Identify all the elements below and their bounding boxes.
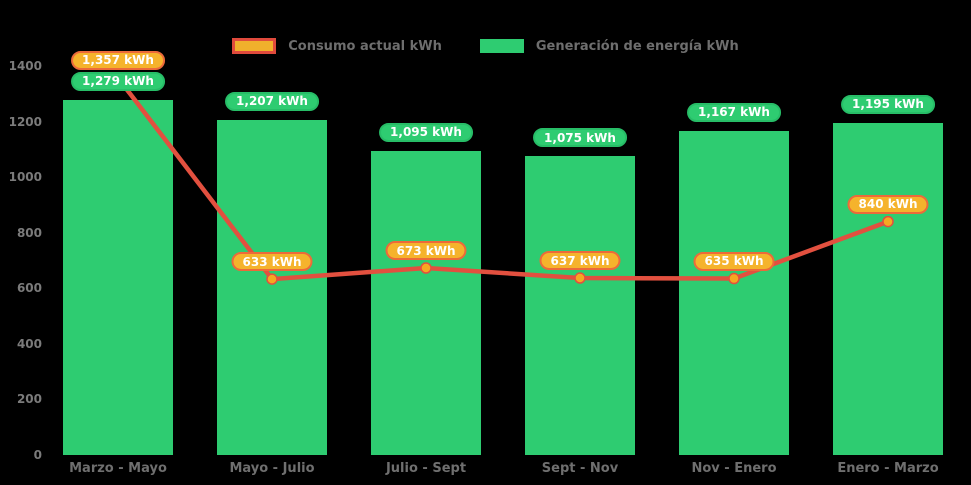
bar-value-badge: 1,075 kWh (533, 128, 627, 148)
generacion-swatch-icon (479, 39, 524, 53)
x-axis-label: Enero - Marzo (837, 461, 939, 476)
line-point-marker[interactable] (882, 215, 894, 228)
line-value-badge: 635 kWh (693, 251, 775, 271)
legend-label-consumo: Consumo actual kWh (288, 38, 442, 54)
line-value-badge: 840 kWh (847, 194, 929, 214)
bar-generacion[interactable] (63, 99, 173, 455)
x-axis-label: Marzo - Mayo (69, 461, 167, 476)
bar-generacion[interactable] (525, 156, 635, 455)
y-axis-tick-label: 400 (16, 336, 42, 351)
x-axis-label: Mayo - Julio (229, 461, 315, 476)
y-axis-tick-label: 600 (16, 281, 42, 296)
legend-item-generacion[interactable]: Generación de energía kWh (479, 38, 739, 54)
bar-generacion[interactable] (679, 130, 789, 455)
x-axis-label: Sept - Nov (541, 461, 619, 476)
y-axis-tick-label: 0 (33, 448, 42, 462)
line-value-badge: 1,357 kWh (71, 50, 165, 70)
chart-legend: Consumo actual kWh Generación de energía… (0, 38, 971, 54)
y-axis-tick-label: 1000 (8, 170, 42, 185)
y-axis-tick-label: 800 (16, 225, 42, 240)
legend-label-generacion: Generación de energía kWh (535, 38, 739, 54)
line-value-badge: 637 kWh (539, 251, 621, 270)
bar-value-badge: 1,195 kWh (841, 94, 935, 114)
consumo-swatch-icon (232, 38, 277, 54)
bar-value-badge: 1,167 kWh (687, 102, 781, 122)
line-point-marker[interactable] (266, 273, 278, 285)
line-point-marker[interactable] (728, 272, 740, 285)
y-axis-tick-label: 1400 (8, 59, 42, 73)
x-axis-label: Julio - Sept (385, 461, 467, 476)
bar-generacion[interactable] (371, 150, 481, 455)
y-axis-tick-label: 200 (16, 392, 42, 407)
line-point-marker[interactable] (420, 262, 432, 274)
x-axis-label: Nov - Enero (691, 461, 777, 476)
bar-generacion[interactable] (833, 122, 943, 455)
y-axis-tick-label: 1200 (8, 114, 42, 129)
bar-value-badge: 1,207 kWh (225, 91, 319, 111)
bar-generacion[interactable] (217, 119, 327, 455)
line-value-badge: 673 kWh (385, 241, 467, 260)
legend-item-consumo[interactable]: Consumo actual kWh (232, 38, 442, 54)
line-point-marker[interactable] (574, 272, 586, 284)
bar-value-badge: 1,279 kWh (71, 71, 165, 91)
bar-value-badge: 1,095 kWh (379, 122, 473, 142)
line-value-badge: 633 kWh (231, 252, 313, 272)
